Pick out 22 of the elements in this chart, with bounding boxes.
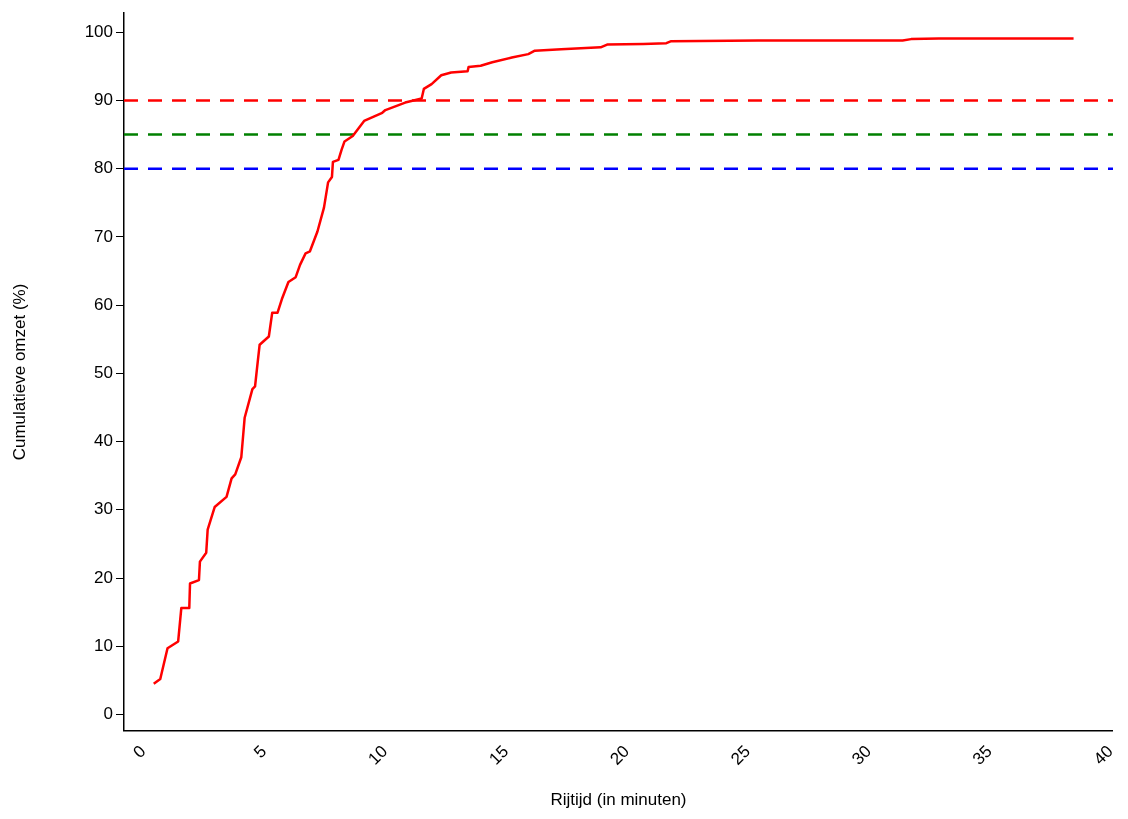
y-tick-label: 0 [103,704,113,724]
y-tick-label: 80 [94,158,113,178]
y-axis-title: Cumulatieve omzet (%) [9,283,29,461]
y-tick-label: 10 [94,635,113,655]
x-tick-label: 5 [250,741,271,762]
y-tick-label: 60 [94,294,113,314]
x-tick-label: 20 [606,741,634,769]
x-tick-label: 40 [1089,741,1117,769]
y-tick-label: 20 [94,567,113,587]
x-tick-label: 0 [129,741,150,762]
y-tick-label: 70 [94,226,113,246]
x-tick-label: 10 [364,741,392,769]
y-tick-label: 100 [84,21,113,41]
y-tick-label: 30 [94,499,113,519]
x-tick-label: 35 [969,741,996,769]
x-axis-title: Rijtijd (in minuten) [550,790,687,810]
y-tick-label: 50 [94,363,113,383]
y-tick-label: 40 [94,431,113,451]
x-tick-label: 30 [848,741,875,769]
x-tick-label: 15 [485,741,513,769]
x-tick-label: 25 [727,741,754,769]
y-tick-label: 90 [94,90,113,110]
